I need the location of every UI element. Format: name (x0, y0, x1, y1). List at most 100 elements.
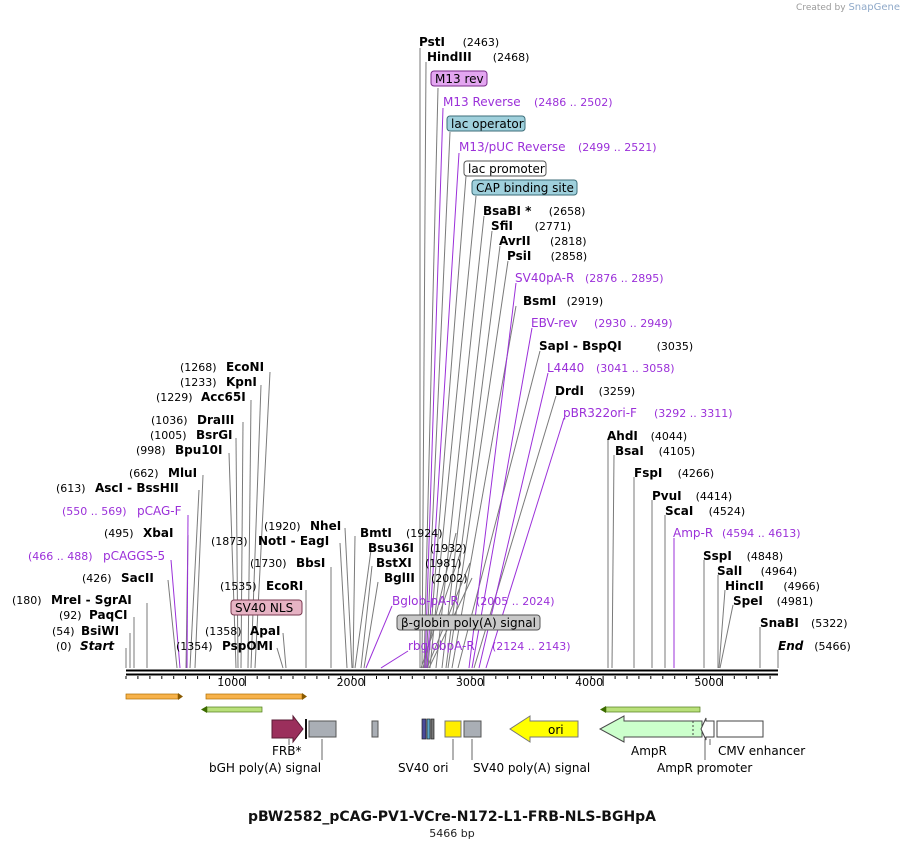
enzyme-site-position: (2468) (493, 51, 530, 64)
enzyme-name: Bsu36I (368, 541, 414, 555)
enzyme-site-position: (2658) (549, 205, 586, 218)
feature-shapes (271, 714, 764, 760)
primer-range: (3292 .. 3311) (654, 407, 733, 420)
enzyme-site-position: (1920) (264, 520, 301, 533)
enzyme-name: EcoRI (266, 579, 303, 593)
primer-name: pBR322ori-F (563, 406, 637, 420)
snapgene-credit: Created by SnapGene (796, 2, 900, 13)
enzyme-name: AhdI (607, 429, 638, 443)
ori-arrow-label: ori (548, 723, 564, 737)
enzyme-site-position: (1036) (151, 414, 188, 427)
enzyme-name: PstI (419, 35, 445, 49)
ruler-label: 1000 (217, 676, 245, 689)
enzyme-site-position: (1932) (430, 542, 467, 555)
enzyme-name: HincII (725, 579, 764, 593)
feature-label-box (430, 70, 488, 87)
sequence-backbone (126, 669, 778, 676)
ruler-label: 2000 (337, 676, 365, 689)
enzyme-name: BstXI (376, 556, 412, 570)
enzyme-site-position: (1268) (180, 361, 217, 374)
feature-label: CAP binding site (476, 181, 574, 195)
feature-name: FRB* (272, 744, 301, 758)
feature-label-box (446, 115, 526, 132)
enzyme-site-position: (180) (12, 594, 42, 607)
enzyme-site-position: (1354) (176, 640, 213, 653)
enzyme-name: SfiI (491, 219, 513, 233)
enzyme-site-position: (3035) (657, 340, 694, 353)
enzyme-name: FspI (634, 466, 662, 480)
sv40-polya-box (463, 720, 482, 738)
enzyme-name: AvrII (499, 234, 531, 248)
ampr-arrow (598, 715, 703, 743)
primer-name: pCAGGS-5 (103, 549, 165, 563)
enzyme-name: EcoNI (226, 360, 264, 374)
feature-label-box (396, 614, 541, 631)
enzyme-name: SalI (717, 564, 742, 578)
primer-range: (2005 .. 2024) (476, 595, 555, 608)
enzyme-name: BglII (384, 571, 415, 585)
enzyme-site-position: (1358) (205, 625, 242, 638)
enzyme-name: Bpu10I (175, 443, 222, 457)
enzyme-name: BbsI (296, 556, 325, 570)
enzyme-name: MluI (168, 466, 197, 480)
cmv-enhancer-box (716, 720, 764, 738)
feature-label: SV40 NLS (235, 601, 293, 615)
primer-name: L4440 (547, 361, 584, 375)
enzyme-name: DraIII (197, 413, 234, 427)
enzyme-site-position: (54) (52, 625, 75, 638)
enzyme-name: PspOMI (222, 639, 273, 653)
primer-range: (3041 .. 3058) (596, 362, 675, 375)
primer-range: (2876 .. 2895) (585, 272, 664, 285)
enzyme-name: NotI - EagI (258, 534, 329, 548)
feature-name: SV40 poly(A) signal (473, 761, 590, 775)
primer-name: Bglob-pA-R (392, 594, 459, 608)
feature-label: M13 rev (435, 72, 484, 86)
enzyme-name: BsaBI * (483, 204, 532, 218)
enzyme-name: XbaI (143, 526, 173, 540)
feature-label: lac promoter (468, 162, 545, 176)
enzyme-name: AscI - BssHII (95, 481, 179, 495)
primer-range: (2499 .. 2521) (578, 141, 657, 154)
enzyme-name: SspI (703, 549, 732, 563)
enzyme-site-position: (2002) (431, 572, 468, 585)
enzyme-name: SacII (121, 571, 154, 585)
primer-arrows (125, 693, 701, 713)
enzyme-name: End (778, 639, 804, 653)
enzyme-site-position: (495) (104, 527, 134, 540)
feature-name: AmpR (631, 744, 667, 758)
primer-name: M13/pUC Reverse (459, 140, 566, 154)
enzyme-site-position: (1229) (156, 391, 193, 404)
feature-name: AmpR promoter (657, 761, 752, 775)
primer-range: (4594 .. 4613) (722, 527, 801, 540)
enzyme-name: KpnI (226, 375, 257, 389)
primer-range: (466 .. 488) (28, 550, 93, 563)
enzyme-name: BsmI (523, 294, 556, 308)
enzyme-name: SpeI (733, 594, 763, 608)
feature-name: CMV enhancer (718, 744, 805, 758)
enzyme-name: Start (80, 639, 115, 653)
enzyme-site-position: (1005) (150, 429, 187, 442)
ori-arrow (509, 715, 579, 743)
enzyme-name: PvuI (652, 489, 682, 503)
enzyme-site-position: (613) (56, 482, 86, 495)
feature-name: bGH poly(A) signal (209, 761, 321, 775)
feature-label: β-globin poly(A) signal (401, 616, 536, 630)
bgh-polya-box (308, 720, 337, 738)
enzyme-site-position: (4524) (709, 505, 746, 518)
enzyme-name: ScaI (665, 504, 693, 518)
enzyme-site-position: (1924) (406, 527, 443, 540)
enzyme-name: MreI - SgrAI (51, 593, 132, 607)
enzyme-name: BsaI (615, 444, 644, 458)
primer-name: rbglobpA-R (408, 639, 475, 653)
enzyme-site-position: (2463) (463, 36, 500, 49)
enzyme-site-position: (0) (56, 640, 72, 653)
enzyme-name: SapI - BspQI (539, 339, 622, 353)
frb-arrow (271, 714, 304, 744)
primer-range: (2124 .. 2143) (492, 640, 571, 653)
enzyme-site-position: (4414) (696, 490, 733, 503)
ruler-label: 4000 (575, 676, 603, 689)
sv40-ori-box (444, 720, 462, 738)
enzyme-site-position: (5466) (814, 640, 851, 653)
enzyme-site-position: (4966) (783, 580, 820, 593)
